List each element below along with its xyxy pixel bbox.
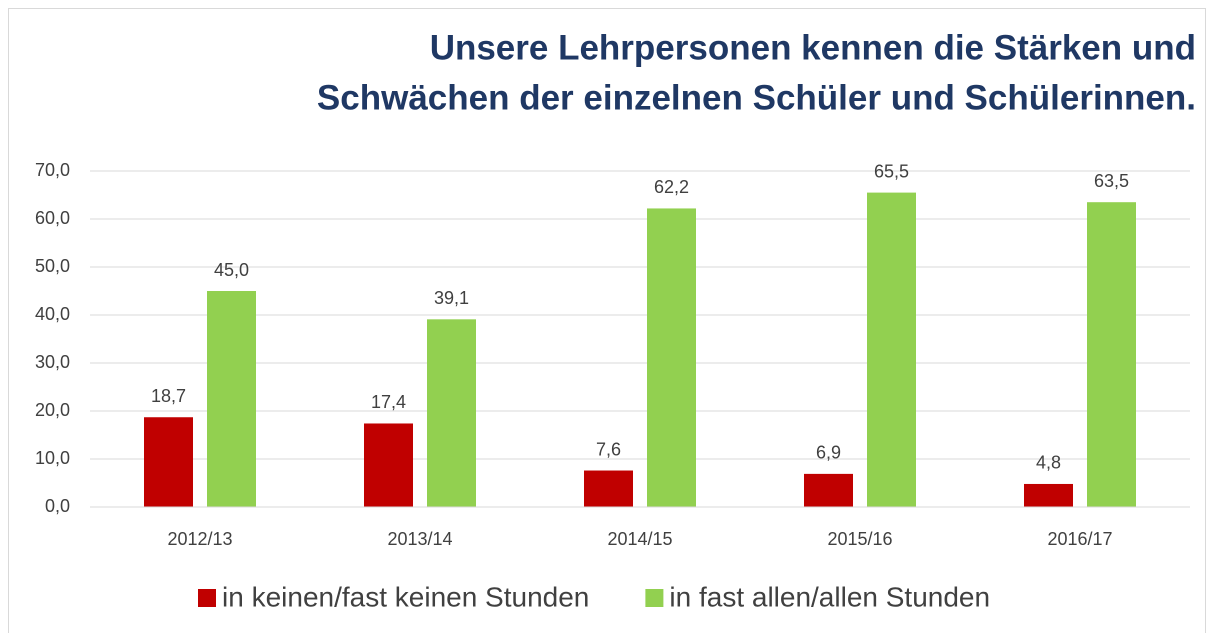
y-tick-label: 70,0 — [35, 160, 70, 180]
value-label: 17,4 — [371, 392, 406, 412]
bar — [427, 319, 476, 507]
y-tick-label: 0,0 — [45, 496, 70, 516]
x-tick-label: 2016/17 — [1047, 529, 1112, 549]
bar — [364, 423, 413, 507]
legend-label: in keinen/fast keinen Stunden — [222, 581, 589, 612]
legend-label: in fast allen/allen Stunden — [669, 581, 990, 612]
y-tick-label: 60,0 — [35, 208, 70, 228]
legend-swatch — [645, 589, 664, 607]
bar — [1024, 483, 1073, 507]
bar — [867, 192, 916, 507]
y-tick-label: 30,0 — [35, 352, 70, 372]
value-label: 45,0 — [214, 260, 249, 280]
bar — [144, 417, 193, 507]
chart-title: Schwächen der einzelnen Schüler und Schü… — [317, 78, 1196, 117]
chart-title: Unsere Lehrpersonen kennen die Stärken u… — [430, 28, 1196, 67]
bar — [647, 208, 696, 507]
value-label: 4,8 — [1036, 453, 1061, 473]
y-tick-label: 40,0 — [35, 304, 70, 324]
value-label: 39,1 — [434, 288, 469, 308]
x-tick-label: 2015/16 — [827, 529, 892, 549]
bar — [584, 470, 633, 507]
value-label: 65,5 — [874, 161, 909, 181]
legend-swatch — [198, 589, 216, 607]
value-label: 6,9 — [816, 443, 841, 463]
bar — [804, 473, 853, 507]
x-tick-label: 2013/14 — [387, 529, 452, 549]
value-label: 18,7 — [151, 386, 186, 406]
value-label: 62,2 — [654, 177, 689, 197]
y-tick-label: 20,0 — [35, 400, 70, 420]
value-label: 7,6 — [596, 439, 621, 459]
bar — [1087, 202, 1136, 507]
y-tick-label: 50,0 — [35, 256, 70, 276]
x-tick-label: 2012/13 — [167, 529, 232, 549]
value-label: 63,5 — [1094, 171, 1129, 191]
y-tick-label: 10,0 — [35, 448, 70, 468]
x-tick-label: 2014/15 — [607, 529, 672, 549]
bar — [207, 291, 256, 507]
